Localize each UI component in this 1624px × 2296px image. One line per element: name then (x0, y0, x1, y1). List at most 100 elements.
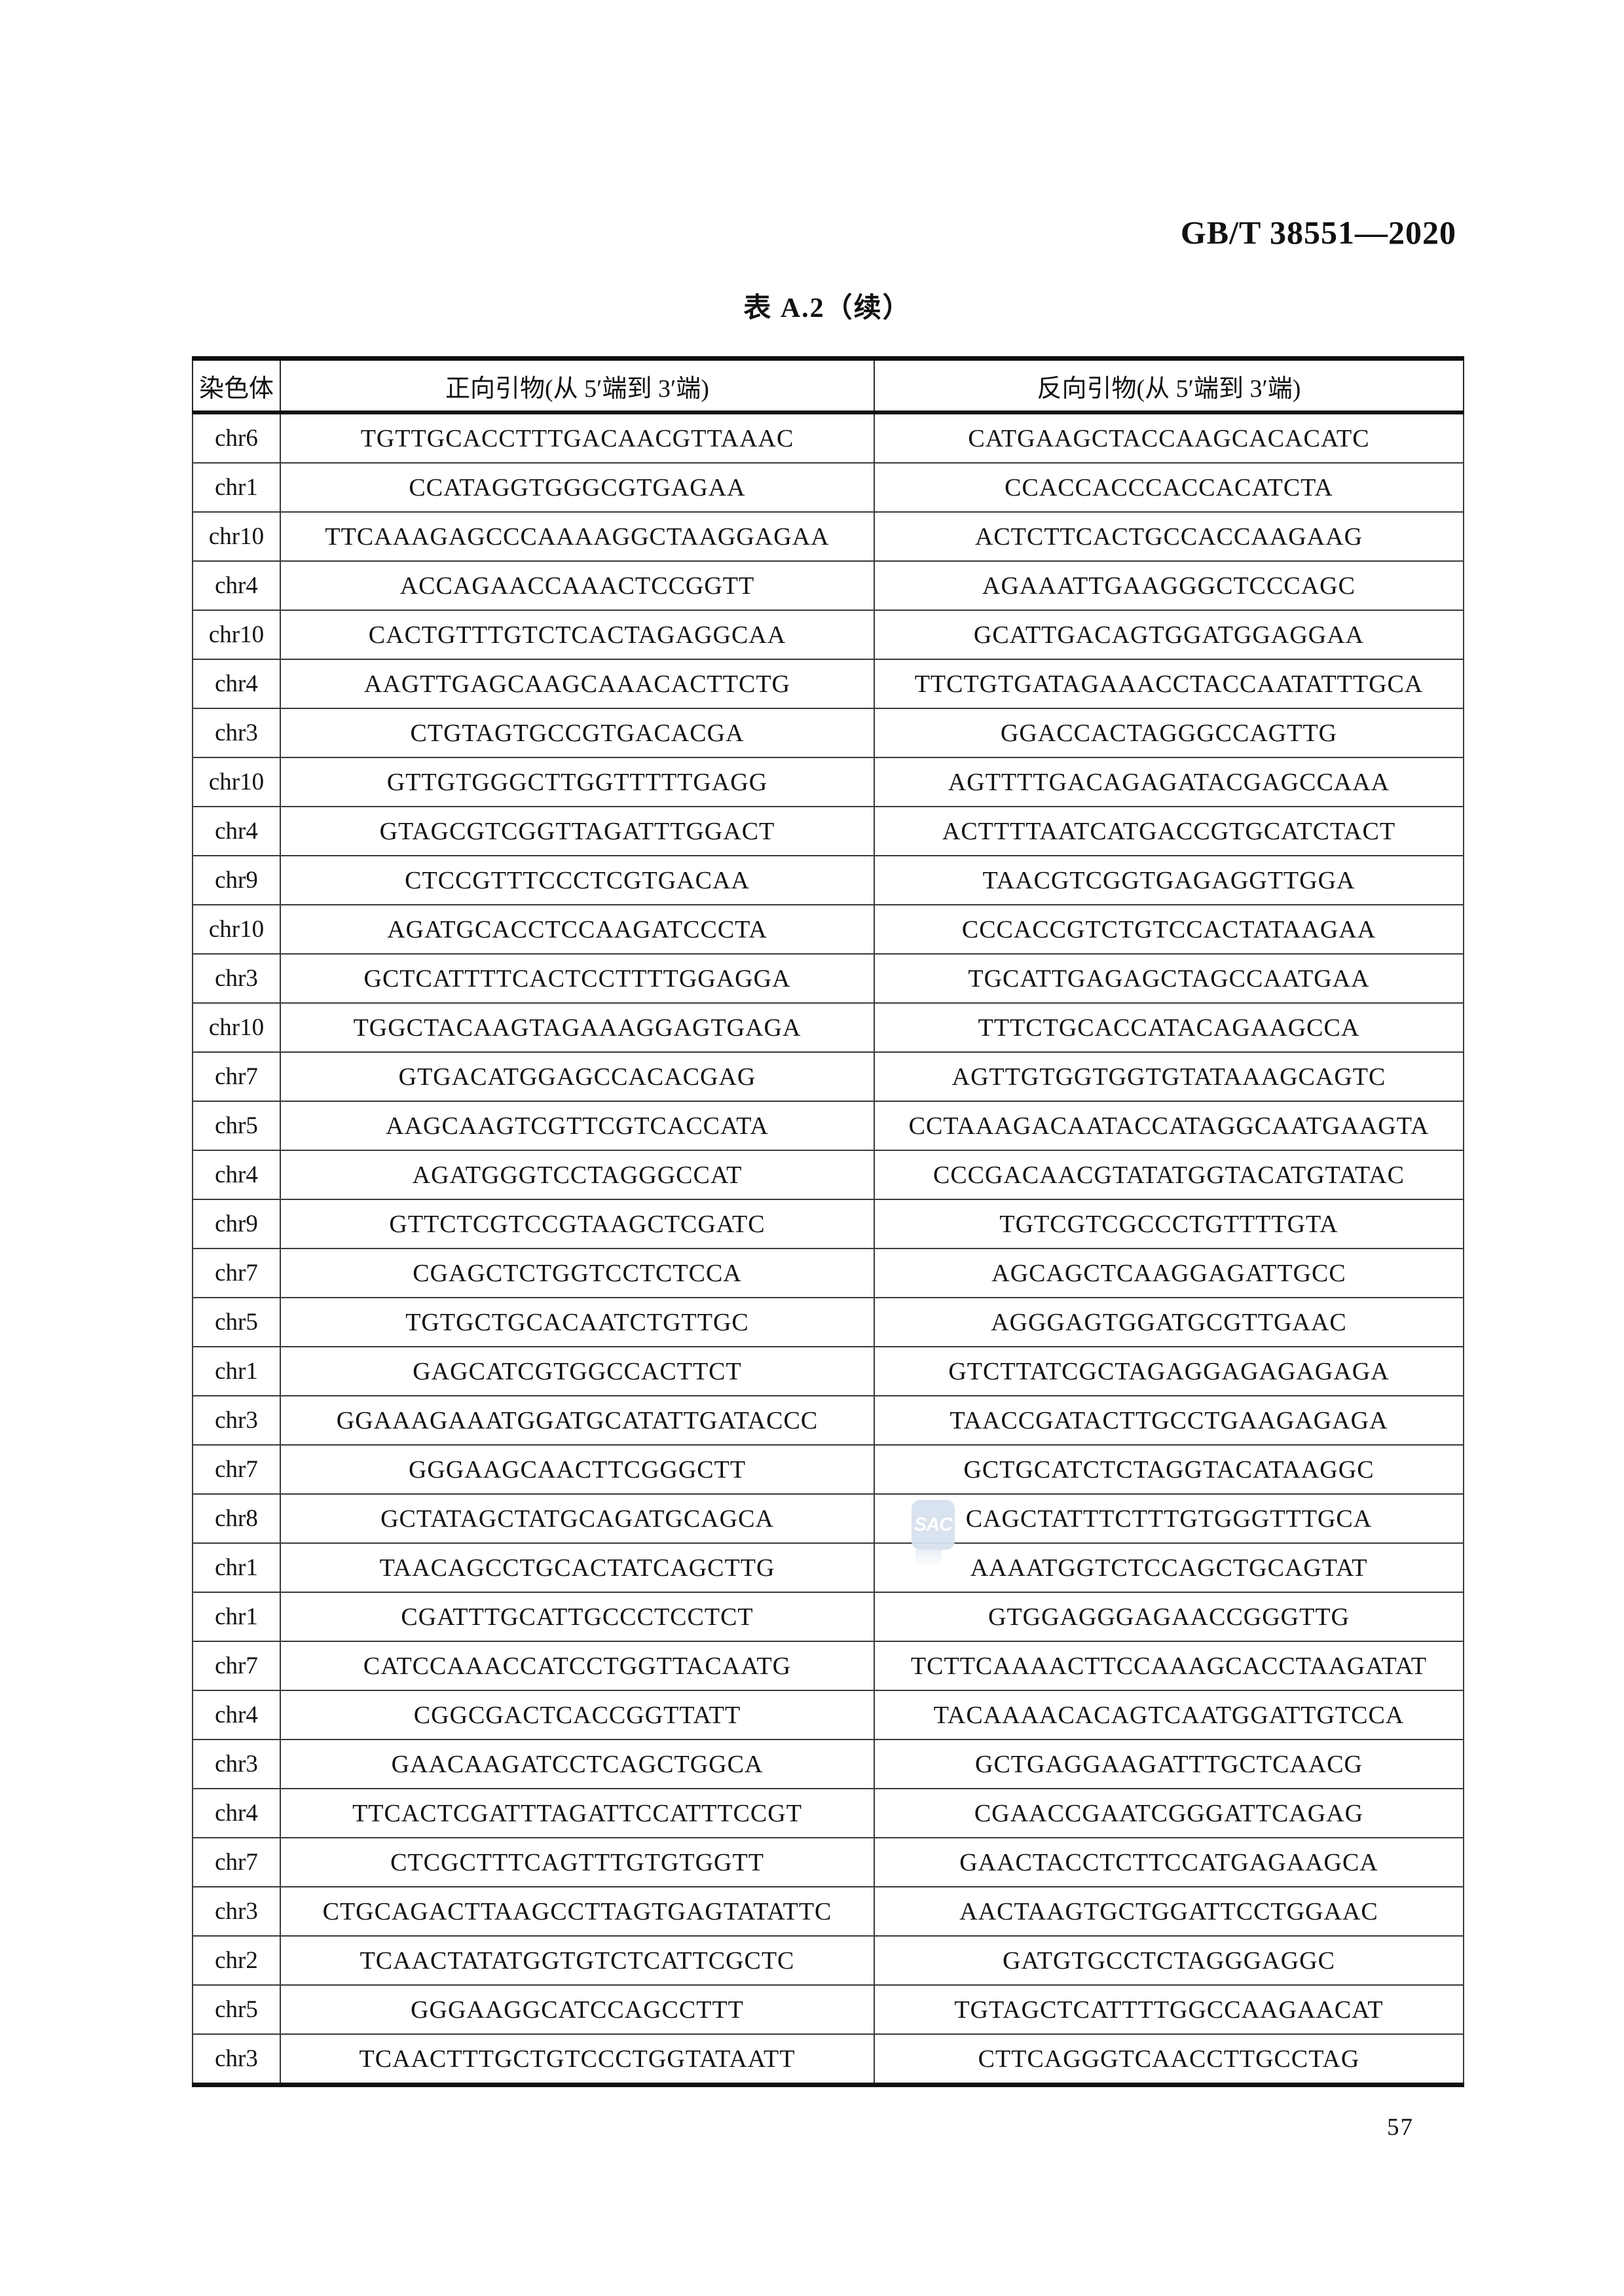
table-row: chr7 CGAGCTCTGGTCCTCTCCA AGCAGCTCAAGGAGA… (192, 1248, 1464, 1298)
table-body: chr6 TGTTGCACCTTTGACAACGTTAAAC CATGAAGCT… (192, 412, 1464, 2086)
forward-primer-cell: AGATGCACCTCCAAGATCCCTA (280, 904, 875, 955)
forward-primer-cell: GTAGCGTCGGTTAGATTTGGACT (280, 806, 875, 856)
chromosome-cell: chr4 (192, 560, 281, 611)
table-row: chr5 AAGCAAGTCGTTCGTCACCATA CCTAAAGACAAT… (192, 1101, 1464, 1151)
chromosome-cell: chr9 (192, 855, 281, 905)
table-row: chr6 TGTTGCACCTTTGACAACGTTAAAC CATGAAGCT… (192, 412, 1464, 464)
reverse-primer-cell: CCACCACCCACCACATCTA (874, 462, 1464, 513)
chromosome-cell: chr5 (192, 1297, 281, 1347)
table-row: chr1 CCATAGGTGGGCGTGAGAA CCACCACCCACCACA… (192, 462, 1464, 513)
forward-primer-cell: ACCAGAACCAAACTCCGGTT (280, 560, 875, 611)
standard-code: GB/T 38551—2020 (1180, 214, 1456, 251)
chromosome-cell: chr8 (192, 1493, 281, 1544)
chromosome-cell: chr4 (192, 1788, 281, 1838)
page-number: 57 (1387, 2114, 1414, 2141)
reverse-primer-cell: AGGGAGTGGATGCGTTGAAC (874, 1297, 1464, 1347)
forward-primer-cell: GAACAAGATCCTCAGCTGGCA (280, 1739, 875, 1789)
col-header-chromosome: 染色体 (192, 358, 281, 414)
table-row: chr4 AGATGGGTCCTAGGGCCAT CCCGACAACGTATAT… (192, 1150, 1464, 1200)
forward-primer-cell: TTCAAAGAGCCCAAAAGGCTAAGGAGAA (280, 511, 875, 562)
reverse-primer-cell: AGCAGCTCAAGGAGATTGCC (874, 1248, 1464, 1298)
chromosome-cell: chr3 (192, 2033, 281, 2086)
chromosome-cell: chr5 (192, 1101, 281, 1151)
chromosome-cell: chr1 (192, 1346, 281, 1396)
table-row: chr4 AAGTTGAGCAAGCAAACACTTCTG TTCTGTGATA… (192, 659, 1464, 709)
table-row: chr3 CTGCAGACTTAAGCCTTAGTGAGTATATTC AACT… (192, 1886, 1464, 1937)
primer-table: 染色体 正向引物(从 5′端到 3′端) 反向引物(从 5′端到 3′端) ch… (192, 356, 1464, 2087)
reverse-primer-cell: TTCTGTGATAGAAACCTACCAATATTTGCA (874, 659, 1464, 709)
forward-primer-cell: GAGCATCGTGGCCACTTCT (280, 1346, 875, 1396)
chromosome-cell: chr3 (192, 953, 281, 1004)
table-row: chr10 CACTGTTTGTCTCACTAGAGGCAA GCATTGACA… (192, 610, 1464, 660)
forward-primer-cell: CCATAGGTGGGCGTGAGAA (280, 462, 875, 513)
table-row: chr10 TGGCTACAAGTAGAAAGGAGTGAGA TTTCTGCA… (192, 1002, 1464, 1053)
chromosome-cell: chr10 (192, 1002, 281, 1053)
sac-watermark: SAC (912, 1500, 955, 1567)
table-row: chr2 TCAACTATATGGTGTCTCATTCGCTC GATGTGCC… (192, 1935, 1464, 1986)
table-row: chr7 GTGACATGGAGCCACACGAG AGTTGTGGTGGTGT… (192, 1051, 1464, 1102)
table-row: chr9 GTTCTCGTCCGTAAGCTCGATC TGTCGTCGCCCT… (192, 1199, 1464, 1249)
reverse-primer-cell: GGACCACTAGGGCCAGTTG (874, 708, 1464, 758)
table-row: chr4 CGGCGACTCACCGGTTATT TACAAAACACAGTCA… (192, 1690, 1464, 1740)
table-row: chr1 TAACAGCCTGCACTATCAGCTTG AAAATGGTCTC… (192, 1542, 1464, 1593)
forward-primer-cell: GGAAAGAAATGGATGCATATTGATACCC (280, 1395, 875, 1446)
forward-primer-cell: CATCCAAACCATCCTGGTTACAATG (280, 1641, 875, 1691)
chromosome-cell: chr10 (192, 511, 281, 562)
chromosome-cell: chr7 (192, 1837, 281, 1887)
reverse-primer-cell: TAACCGATACTTGCCTGAAGAGAGA (874, 1395, 1464, 1446)
reverse-primer-cell: AACTAAGTGCTGGATTCCTGGAAC (874, 1886, 1464, 1937)
table-row: chr1 CGATTTGCATTGCCCTCCTCT GTGGAGGGAGAAC… (192, 1592, 1464, 1642)
reverse-primer-cell: CTTCAGGGTCAACCTTGCCTAG (874, 2033, 1464, 2086)
table-row: chr3 GCTCATTTTCACTCCTTTTGGAGGA TGCATTGAG… (192, 953, 1464, 1004)
chromosome-cell: chr3 (192, 1886, 281, 1937)
reverse-primer-cell: TGTCGTCGCCCTGTTTTGTA (874, 1199, 1464, 1249)
forward-primer-cell: GGGAAGCAACTTCGGGCTT (280, 1444, 875, 1495)
table-row: chr3 GAACAAGATCCTCAGCTGGCA GCTGAGGAAGATT… (192, 1739, 1464, 1789)
reverse-primer-cell: TCTTCAAAACTTCCAAAGCACCTAAGATAT (874, 1641, 1464, 1691)
reverse-primer-cell: AGTTTTGACAGAGATACGAGCCAAA (874, 757, 1464, 807)
table-row: chr4 ACCAGAACCAAACTCCGGTT AGAAATTGAAGGGC… (192, 560, 1464, 611)
forward-primer-cell: TGTTGCACCTTTGACAACGTTAAAC (280, 412, 875, 464)
col-header-reverse-primer: 反向引物(从 5′端到 3′端) (874, 358, 1464, 414)
forward-primer-cell: CTCGCTTTCAGTTTGTGTGGTT (280, 1837, 875, 1887)
table-row: chr10 TTCAAAGAGCCCAAAAGGCTAAGGAGAA ACTCT… (192, 511, 1464, 562)
chromosome-cell: chr10 (192, 610, 281, 660)
forward-primer-cell: CACTGTTTGTCTCACTAGAGGCAA (280, 610, 875, 660)
chromosome-cell: chr7 (192, 1641, 281, 1691)
reverse-primer-cell: ACTCTTCACTGCCACCAAGAAG (874, 511, 1464, 562)
table-row: chr3 GGAAAGAAATGGATGCATATTGATACCC TAACCG… (192, 1395, 1464, 1446)
table-title: 表 A.2（续） (743, 293, 912, 323)
forward-primer-cell: CTCCGTTTCCCTCGTGACAA (280, 855, 875, 905)
table-row: chr7 CTCGCTTTCAGTTTGTGTGGTT GAACTACCTCTT… (192, 1837, 1464, 1887)
chromosome-cell: chr4 (192, 806, 281, 856)
chromosome-cell: chr9 (192, 1199, 281, 1249)
table-row: chr3 TCAACTTTGCTGTCCCTGGTATAATT CTTCAGGG… (192, 2033, 1464, 2086)
reverse-primer-cell: GCTGAGGAAGATTTGCTCAACG (874, 1739, 1464, 1789)
forward-primer-cell: TCAACTTTGCTGTCCCTGGTATAATT (280, 2033, 875, 2086)
reverse-primer-cell: CCCGACAACGTATATGGTACATGTATAC (874, 1150, 1464, 1200)
chromosome-cell: chr6 (192, 412, 281, 464)
forward-primer-cell: TAACAGCCTGCACTATCAGCTTG (280, 1542, 875, 1593)
chromosome-cell: chr7 (192, 1051, 281, 1102)
col-header-forward-primer: 正向引物(从 5′端到 3′端) (280, 358, 875, 414)
reverse-primer-cell: GTGGAGGGAGAACCGGGTTG (874, 1592, 1464, 1642)
chromosome-cell: chr3 (192, 708, 281, 758)
table-row: chr10 AGATGCACCTCCAAGATCCCTA CCCACCGTCTG… (192, 904, 1464, 955)
table-row: chr7 CATCCAAACCATCCTGGTTACAATG TCTTCAAAA… (192, 1641, 1464, 1691)
reverse-primer-cell: GTCTTATCGCTAGAGGAGAGAGAGA (874, 1346, 1464, 1396)
table-row: chr9 CTCCGTTTCCCTCGTGACAA TAACGTCGGTGAGA… (192, 855, 1464, 905)
chromosome-cell: chr4 (192, 1150, 281, 1200)
forward-primer-cell: CGATTTGCATTGCCCTCCTCT (280, 1592, 875, 1642)
table-row: chr3 CTGTAGTGCCGTGACACGA GGACCACTAGGGCCA… (192, 708, 1464, 758)
forward-primer-cell: CGAGCTCTGGTCCTCTCCA (280, 1248, 875, 1298)
forward-primer-cell: GGGAAGGCATCCAGCCTTT (280, 1984, 875, 2035)
reverse-primer-cell: TGCATTGAGAGCTAGCCAATGAA (874, 953, 1464, 1004)
table-row: chr1 GAGCATCGTGGCCACTTCT GTCTTATCGCTAGAG… (192, 1346, 1464, 1396)
forward-primer-cell: CGGCGACTCACCGGTTATT (280, 1690, 875, 1740)
chromosome-cell: chr10 (192, 757, 281, 807)
reverse-primer-cell: AAAATGGTCTCCAGCTGCAGTAT (874, 1542, 1464, 1593)
reverse-primer-cell: CGAACCGAATCGGGATTCAGAG (874, 1788, 1464, 1838)
forward-primer-cell: GCTCATTTTCACTCCTTTTGGAGGA (280, 953, 875, 1004)
chromosome-cell: chr7 (192, 1444, 281, 1495)
